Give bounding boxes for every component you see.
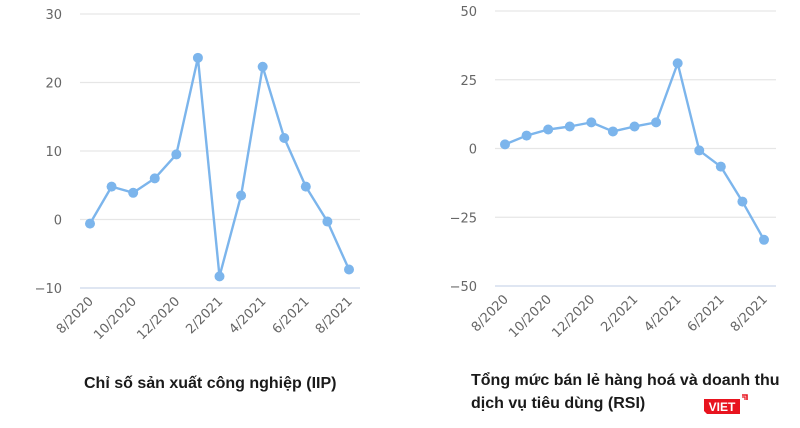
data-point-marker[interactable]: [651, 117, 662, 128]
data-point-marker[interactable]: [607, 126, 618, 137]
x-tick-label: 6/2021: [270, 294, 313, 337]
data-point-marker[interactable]: [629, 121, 640, 132]
data-point-marker[interactable]: [214, 271, 225, 282]
x-tick-label: 6/2021: [685, 292, 728, 335]
data-point-marker[interactable]: [279, 132, 290, 143]
data-point-marker[interactable]: [521, 130, 532, 141]
data-point-marker[interactable]: [543, 124, 554, 135]
iip-caption: Chỉ số sản xuất công nghiệp (IIP): [84, 372, 336, 395]
data-point-marker[interactable]: [192, 52, 203, 63]
data-point-marker[interactable]: [759, 234, 769, 245]
x-tick-label: 12/2020: [134, 294, 183, 343]
data-point-marker[interactable]: [85, 218, 95, 229]
iip-caption-text: Chỉ số sản xuất công nghiệp (IIP): [84, 375, 337, 392]
x-tick-label: 8/2020: [469, 292, 512, 335]
data-point-marker[interactable]: [236, 190, 247, 201]
data-point-marker[interactable]: [149, 173, 160, 184]
y-tick-label: 0: [54, 214, 62, 229]
y-tick-label: −50: [450, 280, 477, 295]
y-tick-label: −10: [35, 282, 62, 297]
y-tick-label: 50: [460, 5, 477, 20]
y-tick-label: 10: [45, 145, 62, 160]
viet-logo: VIET: [702, 394, 748, 416]
data-point-marker[interactable]: [300, 181, 311, 192]
x-tick-label: 10/2020: [506, 292, 555, 341]
data-point-marker[interactable]: [128, 187, 139, 198]
rsi-caption-line2: dịch vụ tiêu dùng (RSI): [471, 395, 646, 412]
x-tick-label: 2/2021: [598, 292, 641, 335]
series-line: [88, 56, 351, 278]
rsi-caption-line1: Tổng mức bán lẻ hàng hoá và doanh thu: [471, 372, 780, 389]
series-line: [504, 62, 766, 241]
data-point-marker[interactable]: [586, 117, 597, 128]
x-tick-label: 8/2020: [54, 294, 97, 337]
x-tick-label: 8/2021: [728, 292, 771, 335]
y-tick-label: 0: [469, 143, 477, 158]
viet-logo-icon: VIET: [704, 394, 748, 414]
svg-text:VIET: VIET: [709, 400, 736, 414]
data-point-marker[interactable]: [715, 161, 726, 172]
x-tick-label: 8/2021: [313, 294, 356, 337]
iip-chart: 30 20 10 0 −10 8/2020 10/2020 12/2020 2/2021 4/20…: [0, 0, 400, 360]
data-point-marker[interactable]: [322, 216, 333, 227]
rsi-caption: Tổng mức bán lẻ hàng hoá và doanh thu dị…: [471, 369, 779, 415]
data-point-marker[interactable]: [344, 264, 354, 275]
x-tick-label: 4/2021: [227, 294, 270, 337]
y-tick-label: −25: [450, 211, 477, 226]
data-point-marker[interactable]: [171, 149, 182, 160]
y-tick-label: 25: [460, 74, 477, 89]
y-tick-label: 20: [45, 77, 62, 92]
data-point-marker[interactable]: [564, 121, 575, 132]
x-tick-label: 10/2020: [91, 294, 140, 343]
rsi-chart: 50 25 0 −25 −50 8/2020 10/2020 12/2020 2/2021 4/2…: [400, 0, 800, 360]
data-point-marker[interactable]: [737, 196, 748, 207]
data-point-marker[interactable]: [257, 61, 268, 72]
data-point-marker[interactable]: [672, 58, 683, 69]
y-tick-label: 30: [45, 8, 62, 23]
data-point-marker[interactable]: [500, 139, 510, 150]
x-tick-label: 12/2020: [549, 292, 598, 341]
x-tick-label: 4/2021: [642, 292, 685, 335]
x-tick-label: 2/2021: [183, 294, 226, 337]
data-point-marker[interactable]: [106, 181, 117, 192]
data-point-marker[interactable]: [694, 145, 705, 156]
